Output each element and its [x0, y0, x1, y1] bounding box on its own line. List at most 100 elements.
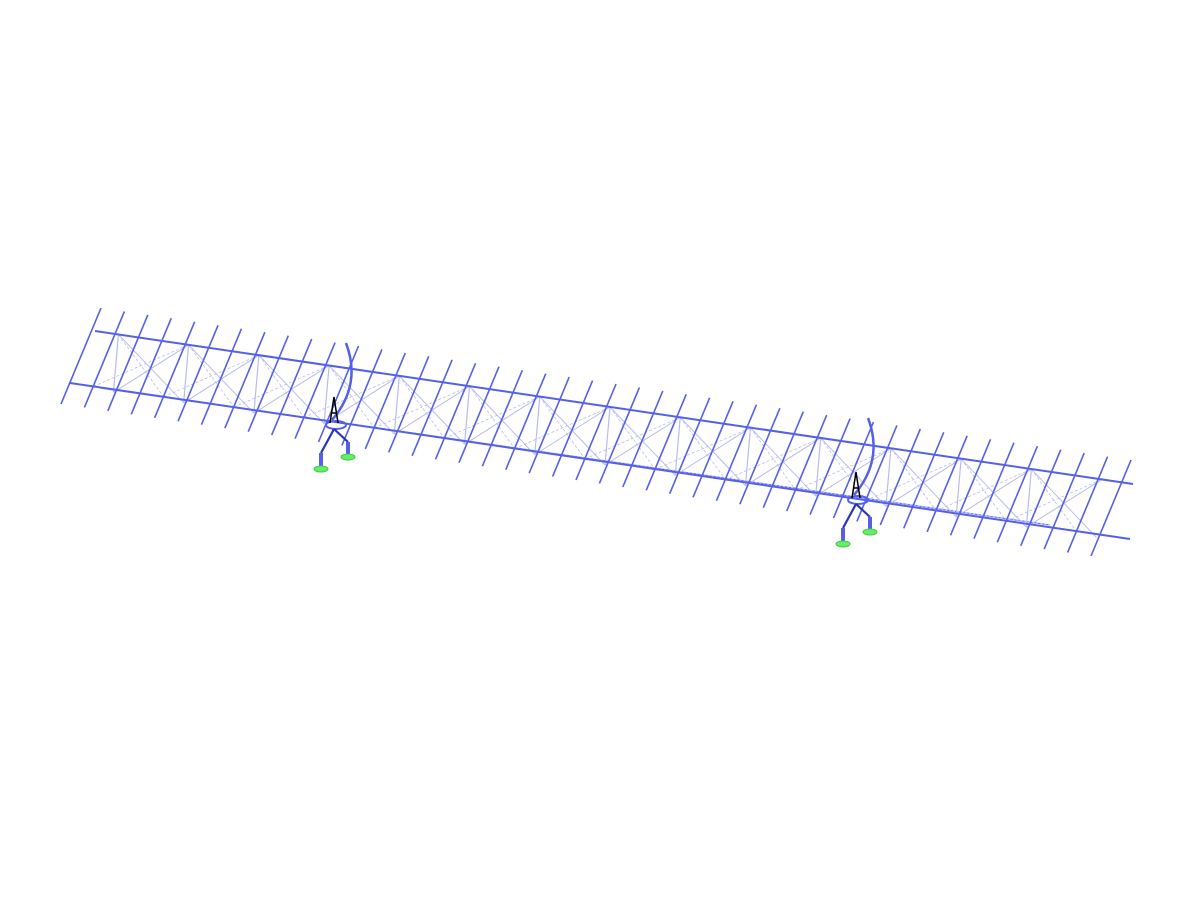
- purlin: [692, 400, 734, 498]
- purlin: [434, 362, 477, 460]
- roof-bracing: [374, 385, 470, 429]
- truss-chords: [69, 330, 1134, 540]
- node-marker-icon: [329, 396, 339, 424]
- roof-bracing: [1031, 468, 1077, 532]
- supports: [313, 342, 878, 548]
- purlin: [1020, 449, 1062, 546]
- roof-bracing: [118, 334, 164, 398]
- ring-member: [325, 420, 347, 430]
- truss-bracing: [93, 334, 1102, 538]
- roof-bracing: [328, 365, 375, 429]
- purlin: [598, 387, 641, 484]
- purlin: [645, 394, 687, 491]
- purlin: [622, 390, 664, 488]
- purlin: [60, 307, 102, 405]
- purlin: [247, 335, 290, 432]
- ring-member: [847, 495, 869, 505]
- support-leg: [842, 503, 857, 529]
- roof-bracing: [655, 427, 751, 470]
- purlin: [481, 369, 524, 467]
- purlin: [949, 438, 992, 536]
- truss-vertical: [674, 417, 681, 476]
- roof-bracing: [725, 437, 821, 481]
- roof-bracing: [890, 448, 937, 512]
- arch-rib: [853, 417, 875, 496]
- roof-bracing: [795, 448, 892, 491]
- roof-bracing: [584, 416, 681, 460]
- support-column[interactable]: [313, 342, 356, 473]
- support-pad: [835, 540, 851, 548]
- truss-vertical: [534, 396, 541, 455]
- roof-bracing: [960, 458, 1007, 522]
- roof-bracing: [258, 354, 305, 418]
- truss-vertical: [253, 355, 260, 414]
- roof-bracing: [750, 427, 797, 491]
- support-pad: [313, 465, 329, 473]
- purlin: [107, 314, 149, 412]
- purlin: [668, 397, 711, 495]
- support-leg: [320, 428, 335, 454]
- truss-vertical: [744, 427, 752, 486]
- support-pad: [862, 528, 878, 536]
- purlin: [973, 442, 1015, 540]
- truss-vertical: [955, 458, 962, 517]
- support-leg: [855, 503, 871, 518]
- lower-chord: [69, 382, 1131, 540]
- truss-vertical: [815, 438, 822, 497]
- purlin: [505, 373, 547, 470]
- purlin: [785, 414, 828, 512]
- roof-bracing: [398, 375, 445, 439]
- purlin: [528, 376, 570, 474]
- roof-bracing: [93, 344, 189, 387]
- arch-rib: [331, 342, 353, 421]
- purlin: [224, 331, 266, 429]
- roof-bracing: [539, 396, 586, 460]
- purlin: [317, 345, 360, 443]
- truss-vertical: [393, 375, 400, 434]
- roof-bracing: [163, 354, 260, 398]
- purlin: [364, 352, 407, 450]
- purlin: [1043, 452, 1085, 550]
- roof-bracing: [303, 375, 400, 418]
- purlin: [926, 435, 968, 533]
- purlin: [809, 418, 851, 515]
- truss-vertical: [604, 406, 611, 466]
- purlin: [270, 338, 313, 436]
- purlin: [200, 328, 243, 426]
- roof-bracing: [935, 468, 1032, 512]
- purlin: [715, 404, 758, 502]
- purlin: [762, 411, 805, 508]
- roof-bracing: [233, 365, 330, 408]
- purlin: [879, 428, 922, 526]
- purlin: [341, 349, 383, 446]
- purlin: [294, 342, 336, 439]
- roof-bracing: [865, 458, 962, 501]
- purlin: [387, 356, 430, 453]
- roof-bracing: [820, 437, 867, 501]
- truss-vertical: [112, 334, 120, 393]
- truss-vertical: [463, 386, 471, 445]
- upper-chord: [94, 330, 1134, 485]
- roof-bracing: [469, 386, 516, 449]
- roof-bracing: [188, 344, 235, 408]
- purlin: [83, 311, 126, 408]
- roof-bracing: [1006, 479, 1102, 522]
- purlin: [996, 445, 1039, 543]
- roof-bracing: [444, 396, 540, 439]
- roof-bracing: [609, 406, 656, 470]
- purlins: [60, 307, 1132, 557]
- roof-bracing: [679, 417, 726, 480]
- purlin: [832, 421, 875, 519]
- purlin: [902, 432, 945, 529]
- purlin: [1066, 456, 1109, 553]
- purlin: [177, 324, 219, 422]
- purlin: [153, 321, 196, 419]
- truss-vertical: [1025, 469, 1032, 528]
- support-pad: [340, 453, 356, 461]
- support-column[interactable]: [835, 417, 878, 548]
- purlin: [1090, 459, 1132, 557]
- node-marker-icon: [851, 471, 861, 499]
- truss-vertical: [183, 344, 190, 403]
- truss-vertical: [323, 365, 330, 424]
